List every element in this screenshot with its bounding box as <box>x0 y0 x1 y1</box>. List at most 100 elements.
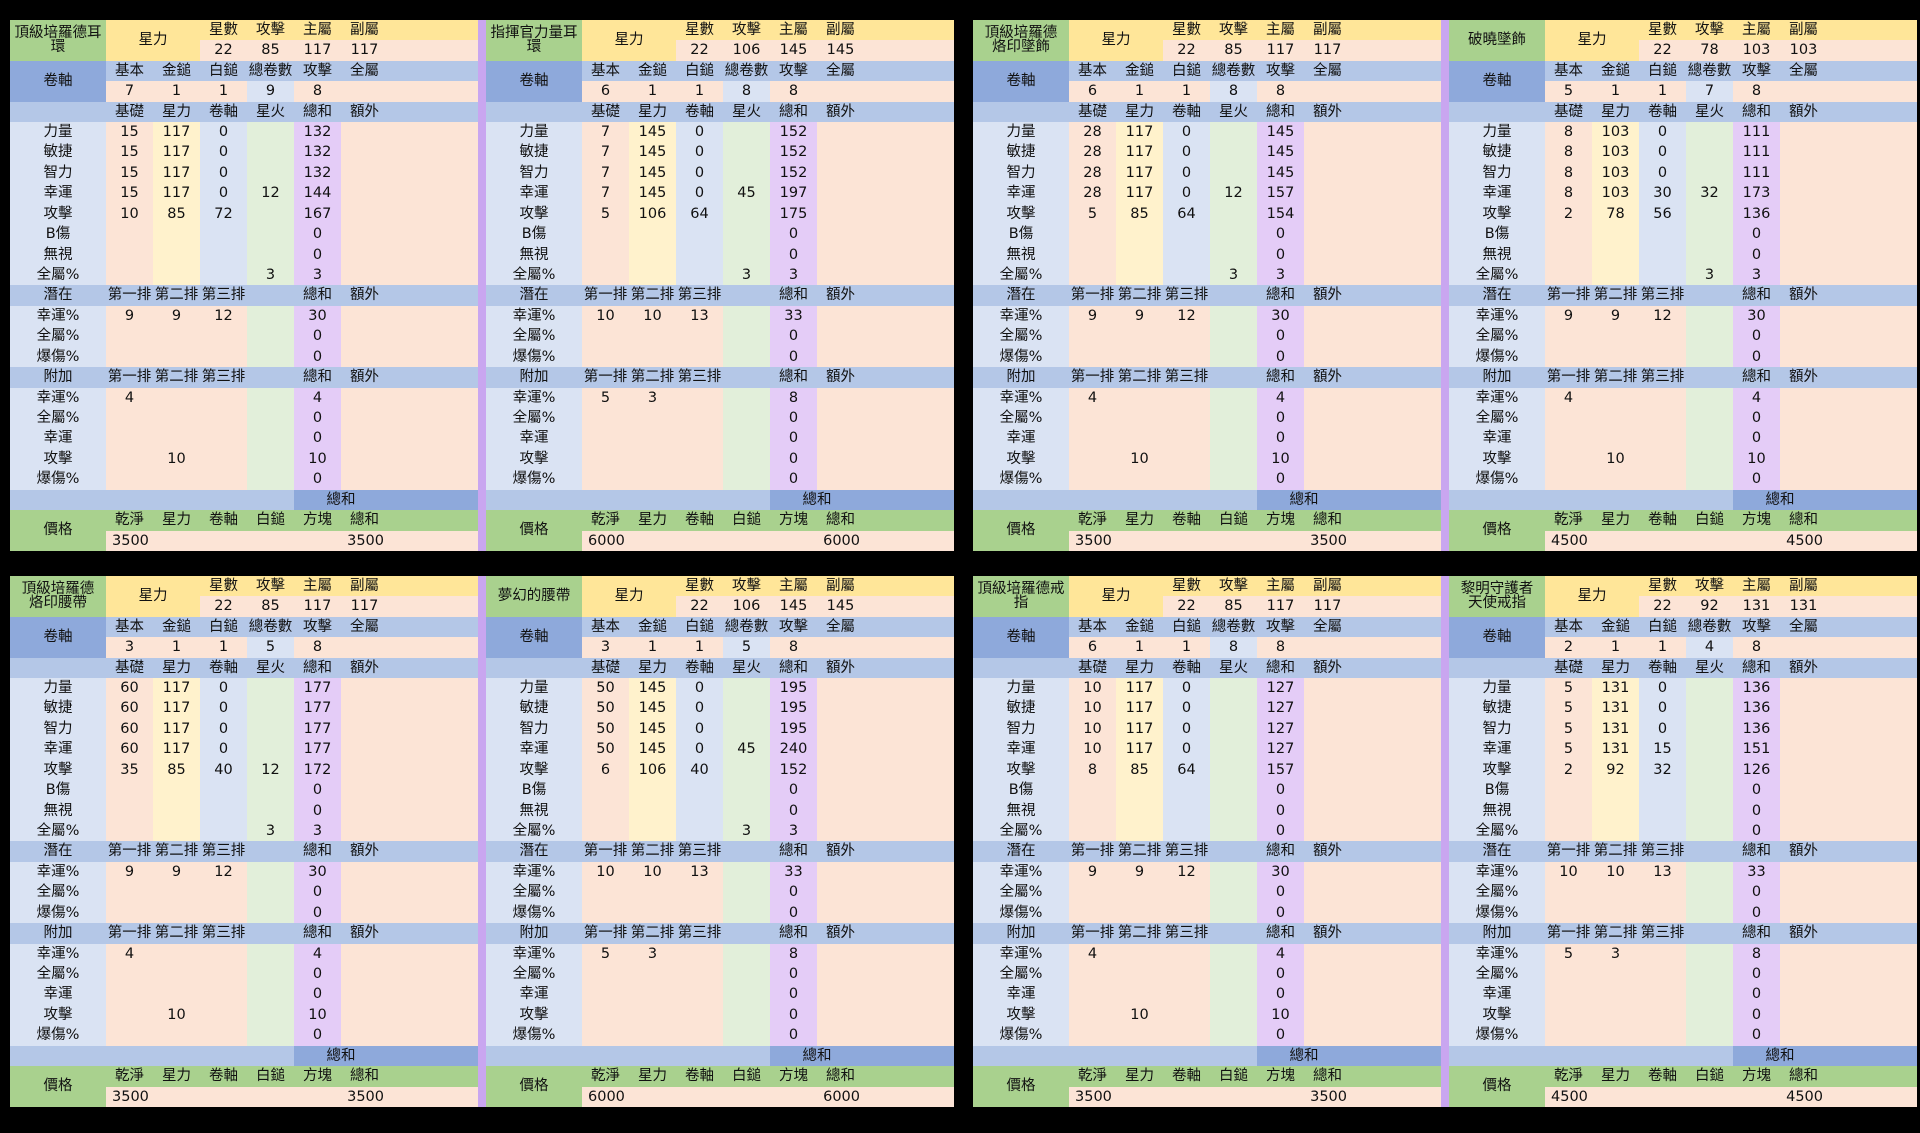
stat-value: 0 <box>676 142 723 163</box>
potential-value: 9 <box>1116 861 1163 883</box>
bonus-extra <box>817 469 864 490</box>
scroll-attack-label: 攻擊 <box>1733 60 1780 82</box>
stat-value <box>817 718 864 740</box>
bonus-extra <box>817 1004 864 1026</box>
bonus-value <box>153 964 200 985</box>
bonus-total: 0 <box>1257 964 1304 985</box>
spacer-cell <box>388 428 478 449</box>
stat-value <box>817 800 864 822</box>
line2-label: 第二排 <box>629 367 676 388</box>
potential-total: 0 <box>1257 902 1304 924</box>
stat-value: 145 <box>629 718 676 740</box>
stat-value: 28 <box>1069 122 1116 143</box>
bonus-value <box>582 448 629 470</box>
extra-label: 額外 <box>1304 841 1351 862</box>
stat-value: 177 <box>294 678 341 699</box>
potential-extra <box>1304 882 1351 903</box>
basic-label: 基本 <box>106 616 153 638</box>
price-total-label: 總和 <box>1780 510 1827 531</box>
bonus-value <box>1116 469 1163 490</box>
stat-value: 15 <box>106 183 153 204</box>
spacer-cell <box>864 902 954 924</box>
gold-hammer-label: 金鎚 <box>1592 616 1639 638</box>
stat-value: 40 <box>676 759 723 781</box>
bonus-value <box>1639 428 1686 449</box>
stat-value: 240 <box>770 739 817 760</box>
stat-value: 106 <box>629 759 676 781</box>
price-white-label: 白鎚 <box>1210 510 1257 531</box>
bonus-stat-label: 攻擊 <box>486 1004 582 1026</box>
star-count-value: 22 <box>676 596 723 617</box>
spacer-cell <box>1827 60 1917 82</box>
price-clean-value: 3500 <box>1069 1086 1116 1107</box>
scroll-white-value: 1 <box>676 81 723 102</box>
potential-extra <box>817 882 864 903</box>
scroll-white-value: 1 <box>1163 81 1210 102</box>
stat-value: 60 <box>106 678 153 699</box>
price-scroll-value <box>200 1086 247 1107</box>
stat-label: B傷 <box>973 780 1069 801</box>
stat-value <box>1069 265 1116 286</box>
stat-value <box>1780 244 1827 266</box>
scroll-all-value <box>341 637 388 658</box>
stat-value <box>1780 224 1827 245</box>
stat-label: 全屬% <box>10 821 106 842</box>
bonus-total: 0 <box>294 408 341 429</box>
potential-extra <box>1780 882 1827 903</box>
bonus-value <box>106 1004 153 1026</box>
total-label: 總和 <box>770 285 817 306</box>
spacer-cell <box>1686 408 1733 429</box>
bonus-extra <box>1780 984 1827 1005</box>
line2-label: 第二排 <box>629 285 676 306</box>
stat-value: 136 <box>1733 678 1780 699</box>
spacer-cell <box>388 20 478 41</box>
basic-label: 基本 <box>106 60 153 82</box>
bonus-total: 10 <box>1257 448 1304 470</box>
bonus-value <box>1163 943 1210 965</box>
scroll-white-value: 1 <box>1639 81 1686 102</box>
potential-value <box>153 882 200 903</box>
bonus-value <box>629 428 676 449</box>
potential-value <box>582 902 629 924</box>
extra-label: 額外 <box>1304 101 1351 123</box>
spacer-cell <box>1686 305 1733 327</box>
bonus-value <box>582 428 629 449</box>
stat-value: 0 <box>200 122 247 143</box>
stat-value: 111 <box>1733 122 1780 143</box>
bonus-value <box>1592 984 1639 1005</box>
spacer-cell <box>864 162 954 184</box>
bonus-value <box>1592 469 1639 490</box>
stat-value: 127 <box>1257 739 1304 760</box>
scroll-white-value: 1 <box>1639 637 1686 658</box>
total-label: 總和 <box>294 285 341 306</box>
bonus-value <box>629 469 676 490</box>
bonus-extra <box>341 984 388 1005</box>
bonus-value <box>200 943 247 965</box>
spacer-cell <box>1351 428 1441 449</box>
stat-value: 3 <box>294 265 341 286</box>
stat-value: 0 <box>676 162 723 184</box>
spacer-cell <box>1351 841 1441 862</box>
stat-label: B傷 <box>1449 780 1545 801</box>
spacer-cell <box>388 408 478 429</box>
sub-stat-value: 131 <box>1780 596 1827 617</box>
stat-label: 全屬% <box>486 265 582 286</box>
spacer-cell <box>388 861 478 883</box>
stat-value <box>723 203 770 225</box>
potential-value <box>676 326 723 347</box>
price-star-value <box>1116 530 1163 551</box>
spacer-cell <box>1827 576 1917 597</box>
spacer-cell <box>1351 81 1441 102</box>
potential-value <box>153 902 200 924</box>
bonus-extra <box>341 448 388 470</box>
line2-label: 第二排 <box>153 923 200 944</box>
extra-label: 額外 <box>817 367 864 388</box>
spacer-cell <box>1686 387 1733 409</box>
total-scrolls-label: 總卷數 <box>723 60 770 82</box>
spacer-cell <box>864 346 954 368</box>
stat-label: 幸運 <box>973 739 1069 760</box>
clean-label: 乾淨 <box>1069 1066 1116 1087</box>
bonus-extra <box>1304 469 1351 490</box>
potential-value: 9 <box>153 305 200 327</box>
stat-value: 145 <box>629 142 676 163</box>
